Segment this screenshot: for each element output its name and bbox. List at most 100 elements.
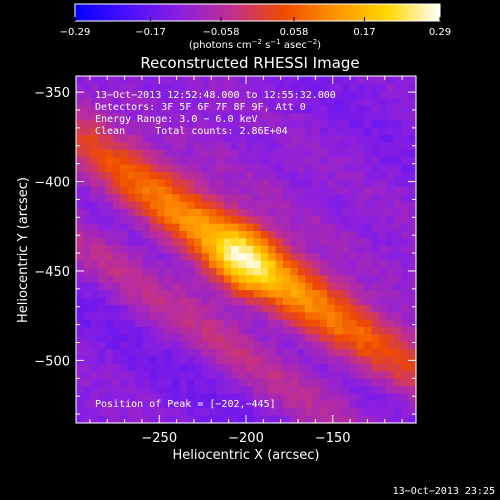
heatmap-cell [76,400,84,409]
heatmap-cell [149,208,158,217]
heatmap-cell [393,120,402,129]
heatmap-cell [157,393,166,402]
heatmap-cell [327,253,336,262]
heatmap-cell [379,216,388,225]
heatmap-cell [135,194,144,203]
heatmap-cell [179,356,188,365]
heatmap-cell [356,231,365,240]
heatmap-cell [386,179,395,188]
heatmap-cell [393,282,402,291]
heatmap-cell [282,282,291,291]
heatmap-cell [209,245,218,254]
heatmap-cell [149,194,158,203]
heatmap-cell [194,238,203,247]
heatmap-cell [408,112,417,121]
heatmap-cell [246,312,254,321]
heatmap-cell [379,171,388,180]
heatmap-cell [356,275,365,284]
heatmap-cell [231,120,240,129]
heatmap-cell [275,253,284,262]
heatmap-cell [297,327,306,335]
heatmap-cell [349,290,358,299]
heatmap-cell [260,386,269,395]
heatmap-cell [386,83,395,92]
heatmap-cell [238,319,247,328]
heatmap-cell [76,245,84,254]
heatmap-cell [260,378,269,387]
heatmap-cell [179,164,188,173]
heatmap-cell [246,142,254,151]
heatmap-cell [319,356,328,365]
heatmap-cell [142,319,151,328]
heatmap-cell [319,112,328,121]
heatmap-cell [105,371,114,380]
heatmap-cell [305,76,314,84]
heatmap-cell [319,319,328,328]
heatmap-cell [305,231,314,240]
heatmap-cell [408,164,417,173]
heatmap-cell [334,334,343,343]
heatmap-cell [246,216,254,225]
heatmap-cell [90,164,99,173]
heatmap-cell [312,327,321,335]
heatmap-cell [290,290,299,299]
heatmap-cell [172,334,181,343]
heatmap-cell [356,245,365,254]
heatmap-cell [231,149,240,158]
heatmap-cell [386,341,395,350]
heatmap-cell [253,149,262,158]
heatmap-cell [98,201,107,210]
heatmap-cell [393,105,402,114]
heatmap-cell [223,90,232,99]
heatmap-cell [127,415,136,424]
heatmap-cell [149,297,158,306]
heatmap-cell [149,290,158,299]
heatmap-cell [179,290,188,299]
heatmap-cell [201,282,210,291]
heatmap-cell [386,157,395,166]
heatmap-cell [268,90,277,99]
heatmap-cell [327,164,336,173]
heatmap-cell [172,223,181,232]
colorbar-ticks: −0.29 −0.17 −0.058 0.058 0.17 0.29 [60,17,451,38]
heatmap-cell [112,216,121,225]
heatmap-cell [290,216,299,225]
heatmap-cell [120,290,129,299]
heatmap-cell [201,216,210,225]
heatmap-cell [83,83,92,92]
heatmap-cell [246,400,254,409]
heatmap-cell [297,245,306,254]
heatmap-cell [290,415,299,424]
heatmap-cell [135,297,144,306]
heatmap-cell [76,415,84,424]
heatmap-cell [319,135,328,144]
heatmap-cell [282,378,291,387]
heatmap-cell [194,135,203,144]
heatmap-cell [201,90,210,99]
heatmap-cell [157,408,166,417]
heatmap-cell [76,334,84,343]
heatmap-cell [364,157,373,166]
heatmap-cell [275,76,284,84]
heatmap-cell [157,245,166,254]
heatmap-cell [238,76,247,84]
heatmap-cell [268,275,277,284]
heatmap-cell [364,371,373,380]
heatmap-cell [194,127,203,136]
heatmap-cell [98,245,107,254]
heatmap-cell [260,341,269,350]
heatmap-cell [253,164,262,173]
heatmap-cell [83,334,92,343]
heatmap-cell [253,216,262,225]
heatmap-cell [90,216,99,225]
heatmap-cell [186,275,195,284]
heatmap-cell [127,142,136,151]
heatmap-cell [231,105,240,114]
heatmap-cell [408,245,417,254]
heatmap-cell [98,363,107,372]
heatmap-cell [290,201,299,210]
heatmap-cell [349,415,358,424]
heatmap-cell [305,98,314,107]
heatmap-cell [342,223,351,232]
heatmap-cell [186,90,195,99]
